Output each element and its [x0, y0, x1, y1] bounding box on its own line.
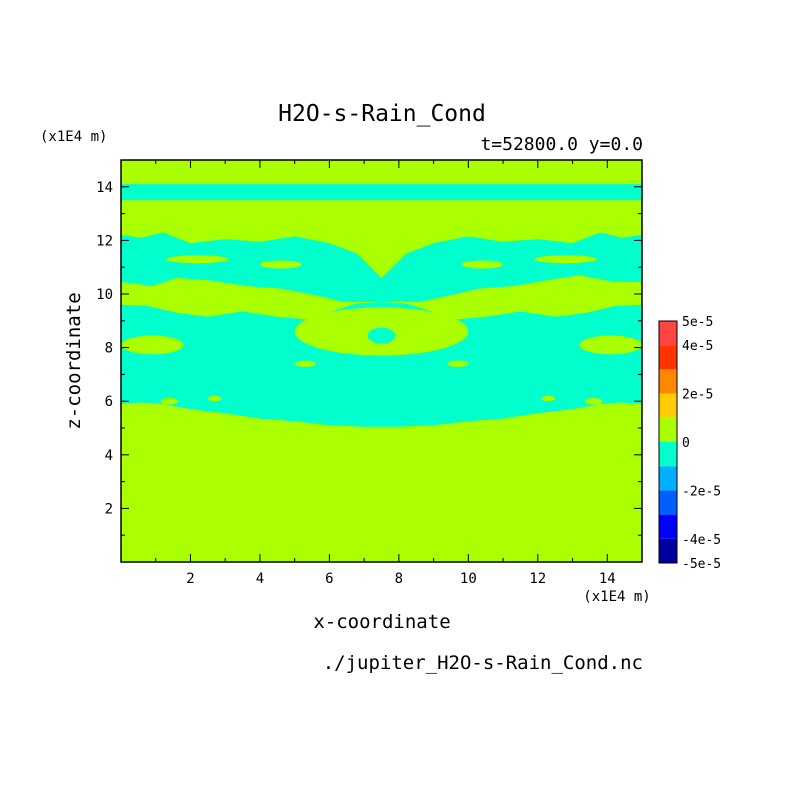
negative-region-1: [121, 232, 642, 302]
colorbar-segment: [659, 514, 677, 539]
colorbar-segment: [659, 538, 677, 563]
colorbar-segment: [659, 490, 677, 515]
positive-island-18: [160, 397, 179, 405]
positive-island-9: [534, 255, 597, 264]
y-unit-label: (x1E4 m): [40, 129, 107, 145]
x-tick-label: 8: [395, 571, 403, 587]
x-tick-label: 10: [460, 571, 477, 587]
negative-island-12: [211, 356, 240, 366]
positive-island-3: [579, 335, 642, 355]
positive-island-11: [461, 260, 504, 269]
positive-island-17: [541, 395, 556, 402]
colorbar-segment: [659, 345, 677, 370]
x-tick-label: 2: [186, 571, 194, 587]
file-label: ./jupiter_H2O-s-Rain_Cond.nc: [323, 652, 643, 674]
colorbar-segment: [659, 369, 677, 394]
positive-island-8: [166, 255, 229, 264]
negative-region-0: [121, 184, 642, 201]
y-tick-label: 10: [96, 287, 113, 303]
x-tick-label: 14: [599, 571, 616, 587]
colorbar-segment: [659, 466, 677, 491]
chart-subtitle: t=52800.0 y=0.0: [480, 134, 643, 155]
x-tick-label: 6: [325, 571, 333, 587]
x-tick-label: 12: [529, 571, 546, 587]
plot-frame: [120, 159, 643, 563]
y-axis-label: z-coordinate: [63, 292, 85, 429]
y-tick-label: 8: [105, 341, 113, 357]
x-axis-label: x-coordinate: [313, 611, 450, 633]
positive-island-6: [206, 295, 231, 304]
positive-island-14: [294, 360, 316, 367]
colorbar-label: 2e-5: [682, 388, 713, 403]
colorbar-label: -2e-5: [682, 484, 721, 499]
colorbar-segment: [659, 321, 677, 346]
y-tick-label: 2: [105, 501, 113, 517]
colorbar-label: 5e-5: [682, 315, 713, 330]
y-tick-label: 4: [105, 448, 113, 464]
x-tick-label: 4: [256, 571, 264, 587]
chart-title: H2O-s-Rain_Cond: [278, 101, 486, 127]
negative-region-2: [121, 302, 642, 427]
colorbar-segment: [659, 393, 677, 418]
positive-island-10: [259, 260, 302, 269]
negative-island-13: [523, 356, 552, 366]
colorbar: 5e-5 4e-5 2e-5 0 -2e-5 -4e-5 -5e-5: [658, 315, 721, 572]
colorbar-frame: [658, 320, 678, 564]
colorbar-label: -4e-5: [682, 533, 721, 548]
y-tick-label: 14: [96, 180, 113, 196]
colorbar-label: 4e-5: [682, 339, 713, 354]
negative-island-1: [367, 327, 396, 344]
contour-field: [121, 160, 642, 562]
axes: 2 4 6 8 10 12 14 2 4 6 8 10 12 14: [96, 160, 642, 587]
positive-island-4: [266, 296, 330, 313]
positive-island-15: [447, 360, 469, 367]
positive-island-16: [207, 395, 222, 402]
colorbar-label: -5e-5: [682, 557, 721, 572]
y-tick-label: 6: [105, 394, 113, 410]
positive-island-19: [584, 397, 603, 405]
positive-island-5: [433, 296, 497, 313]
x-unit-label: (x1E4 m): [583, 589, 650, 605]
colorbar-segment: [659, 442, 677, 467]
y-tick-label: 12: [96, 233, 113, 249]
colorbar-segment: [659, 417, 677, 442]
colorbar-label: 0: [682, 436, 690, 451]
positive-island-2: [121, 335, 184, 355]
positive-island-7: [532, 295, 557, 304]
